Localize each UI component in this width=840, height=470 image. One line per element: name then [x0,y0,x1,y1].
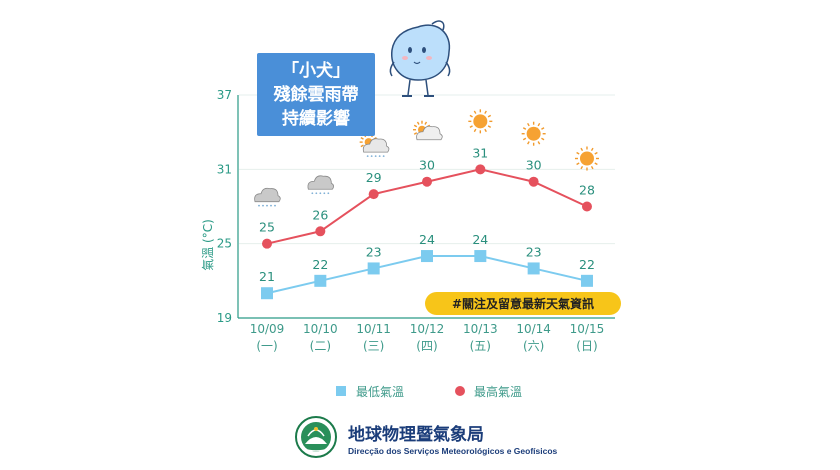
data-label: 29 [366,170,382,185]
y-tick-labels: 19 25 31 37 [217,88,232,325]
y-tick-label: 31 [217,162,232,176]
x-tick-label: 10/09 [250,322,285,336]
x-tick-labels: 10/09 (一) 10/10 (二) 10/11 (三) 10/12 (四) 10/13 (五)… [250,322,605,353]
min-temp-point [420,250,433,263]
footer: 地球物理暨氣象局 Direcção dos Serviços Meteoroló… [295,416,558,458]
data-label: 21 [259,269,275,284]
data-label: 28 [579,183,595,198]
x-tick-label: 10/13 [463,322,498,336]
data-label: 30 [419,158,435,173]
sun-cloud-icon [412,120,443,141]
x-tick-label: 10/10 [303,322,338,336]
data-label: 31 [472,145,488,160]
macao-emblem-icon [295,416,337,458]
max-temp-point [421,176,432,187]
x-tick-weekday: (五) [470,339,491,353]
y-axis-label: 氣溫 (°C) [201,219,215,271]
axes [237,95,615,319]
min-temp-point [367,262,380,275]
sun-icon [574,146,599,171]
x-tick-weekday: (四) [416,339,437,353]
min-temp-point [261,287,273,300]
legend-swatch-min [336,386,346,396]
x-tick-weekday: (日) [576,339,597,353]
data-label: 24 [472,232,488,247]
annotation-tag: #關注及留意最新天氣資訊 [425,292,621,315]
sun-cloud-rain-icon [359,133,390,158]
sun-icon [468,109,493,134]
annotation-text: #關注及留意最新天氣資訊 [452,296,594,311]
org-name-portuguese: Direcção dos Serviços Meteorológicos e G… [348,446,558,456]
max-temp-point [581,201,592,212]
max-temp-point [262,238,272,249]
min-temp-point [314,274,327,287]
rain-cloud-icon [254,187,281,207]
title-line-2: 殘餘雲雨帶 [274,84,359,105]
legend-label-max: 最高氣溫 [474,384,522,399]
data-label: 25 [259,220,275,235]
data-label: 22 [579,257,595,272]
max-temp-point [475,164,486,175]
legend-swatch-max [455,386,465,396]
data-label: 24 [419,232,435,247]
max-temp-point [315,226,326,237]
data-label: 23 [366,244,382,259]
x-tick-label: 10/12 [410,322,445,336]
x-tick-weekday: (二) [310,339,331,353]
rain-cloud-icon [307,175,334,195]
sun-icon [521,121,546,146]
org-name-chinese: 地球物理暨氣象局 [348,424,484,445]
x-tick-weekday: (一) [256,339,277,353]
y-tick-label: 25 [217,237,232,251]
raindrop-mascot-icon [389,20,451,97]
max-temp-point [528,176,539,187]
data-label: 30 [526,158,542,173]
title-line-3: 持續影響 [282,108,350,129]
title-line-1: 「小犬」 [282,60,350,81]
min-temp-point [527,262,540,275]
y-tick-label: 37 [217,88,232,102]
max-temp-point [368,189,379,200]
x-tick-label: 10/15 [570,322,605,336]
data-labels: 21 22 23 24 24 23 22 25 26 29 30 31 30 28 [259,145,595,284]
legend: 最低氣溫 最高氣溫 [336,384,522,399]
weather-icons [254,109,599,207]
data-label: 23 [526,244,542,259]
min-temp-point [580,274,593,287]
x-tick-weekday: (三) [363,339,384,353]
data-label: 22 [312,257,328,272]
legend-label-min: 最低氣溫 [356,385,404,399]
x-tick-label: 10/14 [516,322,551,336]
y-tick-label: 19 [217,311,232,325]
x-tick-weekday: (六) [523,339,544,353]
min-temp-point [474,250,487,263]
title-box: 「小犬」 殘餘雲雨帶 持續影響 [257,53,375,136]
series-markers [261,164,593,300]
x-tick-label: 10/11 [356,322,391,336]
data-label: 26 [312,207,328,222]
